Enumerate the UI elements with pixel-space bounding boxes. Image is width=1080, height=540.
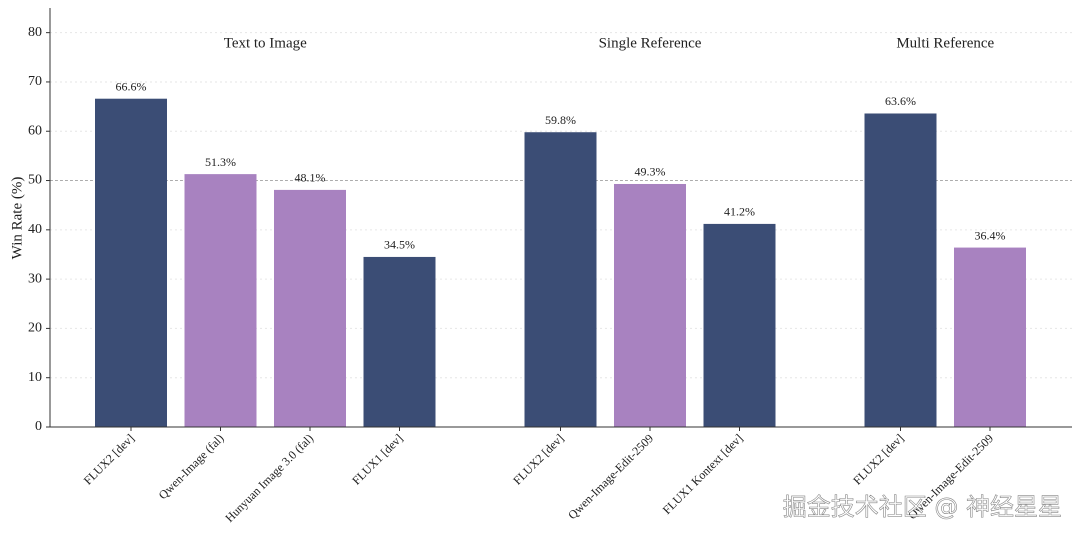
group-title: Text to Image (224, 35, 307, 51)
value-label: 41.2% (724, 205, 755, 219)
y-axis-label: Win Rate (%) (9, 177, 25, 260)
bar (363, 256, 436, 427)
y-tick-label: 0 (35, 419, 42, 434)
bar (614, 183, 686, 427)
x-tick-label: FLUX1 [dev] (349, 431, 405, 487)
bar (954, 247, 1026, 427)
y-tick-label: 20 (28, 321, 42, 336)
bar (95, 98, 167, 428)
x-tick-label: FLUX2 [dev] (510, 431, 566, 487)
group-title: Multi Reference (896, 35, 994, 51)
bar (184, 174, 257, 427)
x-tick-label: FLUX2 [dev] (81, 431, 137, 487)
bar (864, 113, 937, 427)
watermark: 掘金技术社区 @ 神经星星 (783, 493, 1062, 521)
x-tick-label: FLUX1 Kontext [dev] (660, 431, 746, 517)
x-tick-label: Qwen-Image (fal) (156, 431, 227, 502)
y-tick-label: 70 (28, 74, 42, 89)
y-tick-label: 50 (28, 173, 42, 188)
y-tick-label: 60 (28, 123, 42, 138)
y-tick-label: 80 (28, 25, 42, 40)
value-label: 51.3% (205, 155, 236, 169)
value-label: 36.4% (975, 228, 1006, 242)
group-title: Single Reference (599, 35, 702, 51)
value-label: 48.1% (295, 171, 326, 185)
y-tick-label: 40 (28, 222, 42, 237)
bar (703, 223, 776, 427)
value-label: 66.6% (116, 79, 147, 93)
value-label: 49.3% (635, 165, 666, 179)
value-label: 34.5% (384, 238, 415, 252)
value-label: 63.6% (885, 94, 916, 108)
x-tick-label: Qwen-Image-Edit-2509 (565, 431, 656, 522)
bar (274, 189, 346, 427)
y-tick-label: 30 (28, 271, 42, 286)
bar (524, 132, 597, 427)
y-tick-label: 10 (28, 370, 42, 385)
x-tick-label: FLUX2 [dev] (850, 431, 906, 487)
x-tick-label: Hunyuan Image 3.0 (fal) (222, 431, 316, 525)
value-label: 59.8% (545, 113, 576, 127)
